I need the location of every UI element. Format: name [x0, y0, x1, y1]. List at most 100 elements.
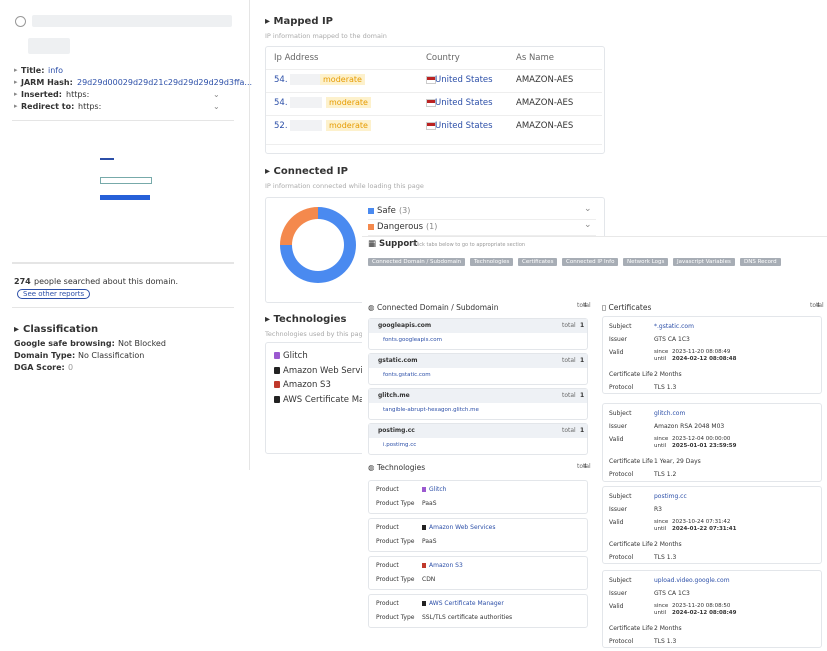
total-label: total — [562, 322, 576, 329]
country: United States — [435, 98, 493, 108]
subdomain: fonts.googleapis.com — [383, 337, 442, 343]
total-label: total — [562, 357, 576, 364]
cert-label: Valid — [609, 349, 624, 356]
row-line — [266, 144, 602, 145]
until-label: until — [654, 443, 667, 449]
since-label: since — [654, 519, 669, 525]
section-title: ▸ Mapped IP — [265, 16, 334, 27]
title: Certificates — [608, 303, 652, 312]
since-value: 2023-10-24 07:31:42 — [672, 519, 731, 525]
type-label: Product Type — [376, 500, 415, 507]
section-subtitle: IP information connected while loading t… — [265, 182, 424, 190]
title: Technologies — [273, 314, 347, 325]
title: Connected Domain / Subdomain — [376, 303, 499, 312]
cert-value: TLS 1.2 — [654, 471, 677, 478]
tech-name: Amazon S3 — [283, 380, 331, 390]
blurred-ip — [290, 120, 322, 131]
as-name: AMAZON-AES — [516, 121, 574, 131]
sidebar-divider — [12, 307, 234, 308]
table-header: Country — [426, 53, 460, 63]
certificate-card — [602, 486, 822, 564]
support-tab[interactable]: Network Logs — [623, 258, 669, 266]
ip-address: 54. — [274, 75, 288, 85]
screenshot-thumbnail — [98, 155, 152, 203]
product-type: PaaS — [422, 538, 437, 545]
bullet: ▸ — [14, 78, 18, 86]
legend-line — [368, 219, 596, 220]
cert-label: Issuer — [609, 506, 627, 513]
cert-value: TLS 1.3 — [654, 384, 677, 391]
total-label: total — [810, 302, 824, 309]
support-tab[interactable]: Certificates — [518, 258, 558, 266]
risk-badge: moderate — [326, 97, 371, 108]
until-label: until — [654, 526, 667, 532]
blurred-ip — [28, 38, 70, 54]
cert-label: Issuer — [609, 336, 627, 343]
legend-chevron: ⌄ — [584, 220, 592, 230]
until-value: 2024-02-12 08:08:48 — [672, 356, 737, 362]
product-label: Product — [376, 524, 399, 531]
classification-title: Classification — [23, 324, 99, 335]
blurred-ip — [290, 74, 322, 85]
cert-label: Protocol — [609, 471, 634, 478]
risk-badge: moderate — [326, 120, 371, 131]
table-header: Ip Address — [274, 53, 319, 63]
type-label: Product Type — [376, 576, 415, 583]
legend-count: (1) — [426, 222, 438, 231]
tech-card — [368, 518, 588, 552]
field-value: https: — [78, 102, 102, 111]
cert-value: R3 — [654, 506, 662, 513]
class-label: Domain Type: — [14, 351, 76, 360]
support-title: ▦ Support — [368, 239, 418, 249]
support-tab[interactable]: Javascript Variables — [673, 258, 735, 266]
type-label: Product Type — [376, 614, 415, 621]
total-label: total — [577, 463, 591, 470]
field-label: Title: — [21, 66, 45, 75]
legend-swatch — [368, 208, 374, 214]
section-title: ▯ Certificates — [602, 303, 652, 312]
type-label: Product Type — [376, 538, 415, 545]
cert-label: Valid — [609, 603, 624, 610]
domain-header — [369, 389, 587, 403]
cert-value: upload.video.google.com — [654, 577, 730, 584]
cert-label: Protocol — [609, 384, 634, 391]
search-text: people searched about this domain. — [34, 277, 179, 286]
field-label: JARM Hash: — [21, 78, 73, 87]
ip-address: 52. — [274, 121, 288, 131]
bullet: ▸ — [14, 66, 18, 74]
cert-value: 1 Year, 29 Days — [654, 458, 701, 465]
cert-label: Subject — [609, 410, 632, 417]
legend-line — [368, 235, 596, 236]
other-reports-link[interactable]: See other reports — [17, 289, 91, 299]
product-label: Product — [376, 600, 399, 607]
title: Mapped IP — [273, 16, 334, 27]
as-name: AMAZON-AES — [516, 98, 574, 108]
tech-card — [368, 594, 588, 628]
cert-label: Protocol — [609, 554, 634, 561]
class-label: Google safe browsing: — [14, 339, 115, 348]
cert-value: Amazon RSA 2048 M03 — [654, 423, 725, 430]
until-value: 2025-01-01 23:59:59 — [672, 443, 737, 449]
until-label: until — [654, 356, 667, 362]
flag-icon — [426, 76, 436, 84]
title: Connected IP — [273, 166, 348, 177]
product-name: Amazon Web Services — [429, 524, 496, 531]
support-tab[interactable]: Technologies — [470, 258, 514, 266]
group-total: 1 — [580, 357, 585, 364]
flag-icon — [426, 122, 436, 130]
cert-label: Issuer — [609, 423, 627, 430]
since-label: since — [654, 436, 669, 442]
support-tab[interactable]: Connected IP Info — [562, 258, 619, 266]
country: United States — [435, 75, 493, 85]
blurred-domain — [32, 15, 232, 27]
chevron: ⌄ — [213, 102, 220, 111]
support-tab[interactable]: Connected Domain / Subdomain — [368, 258, 466, 266]
support-tab[interactable]: DNS Record — [740, 258, 781, 266]
class-label: DGA Score: — [14, 363, 65, 372]
bullet: ▸ — [14, 102, 18, 110]
tech-icon — [422, 601, 426, 606]
cert-label: Certificate Life — [609, 371, 653, 378]
donut-chart — [280, 207, 356, 283]
table-header: As Name — [516, 53, 555, 63]
field-label: Redirect to: — [21, 102, 75, 111]
